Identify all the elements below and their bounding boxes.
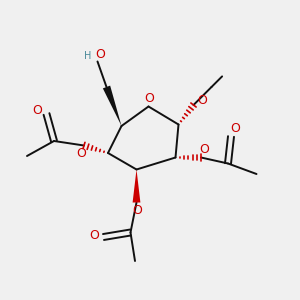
Text: O: O (96, 48, 105, 62)
Text: O: O (144, 92, 154, 105)
Text: O: O (231, 122, 240, 135)
Text: O: O (197, 94, 207, 107)
Text: O: O (33, 104, 42, 118)
Text: O: O (200, 142, 209, 156)
Polygon shape (103, 85, 122, 126)
Text: H: H (84, 51, 92, 61)
Text: O: O (132, 204, 142, 218)
Text: O: O (90, 229, 99, 242)
Text: O: O (77, 147, 86, 160)
Polygon shape (133, 169, 140, 202)
